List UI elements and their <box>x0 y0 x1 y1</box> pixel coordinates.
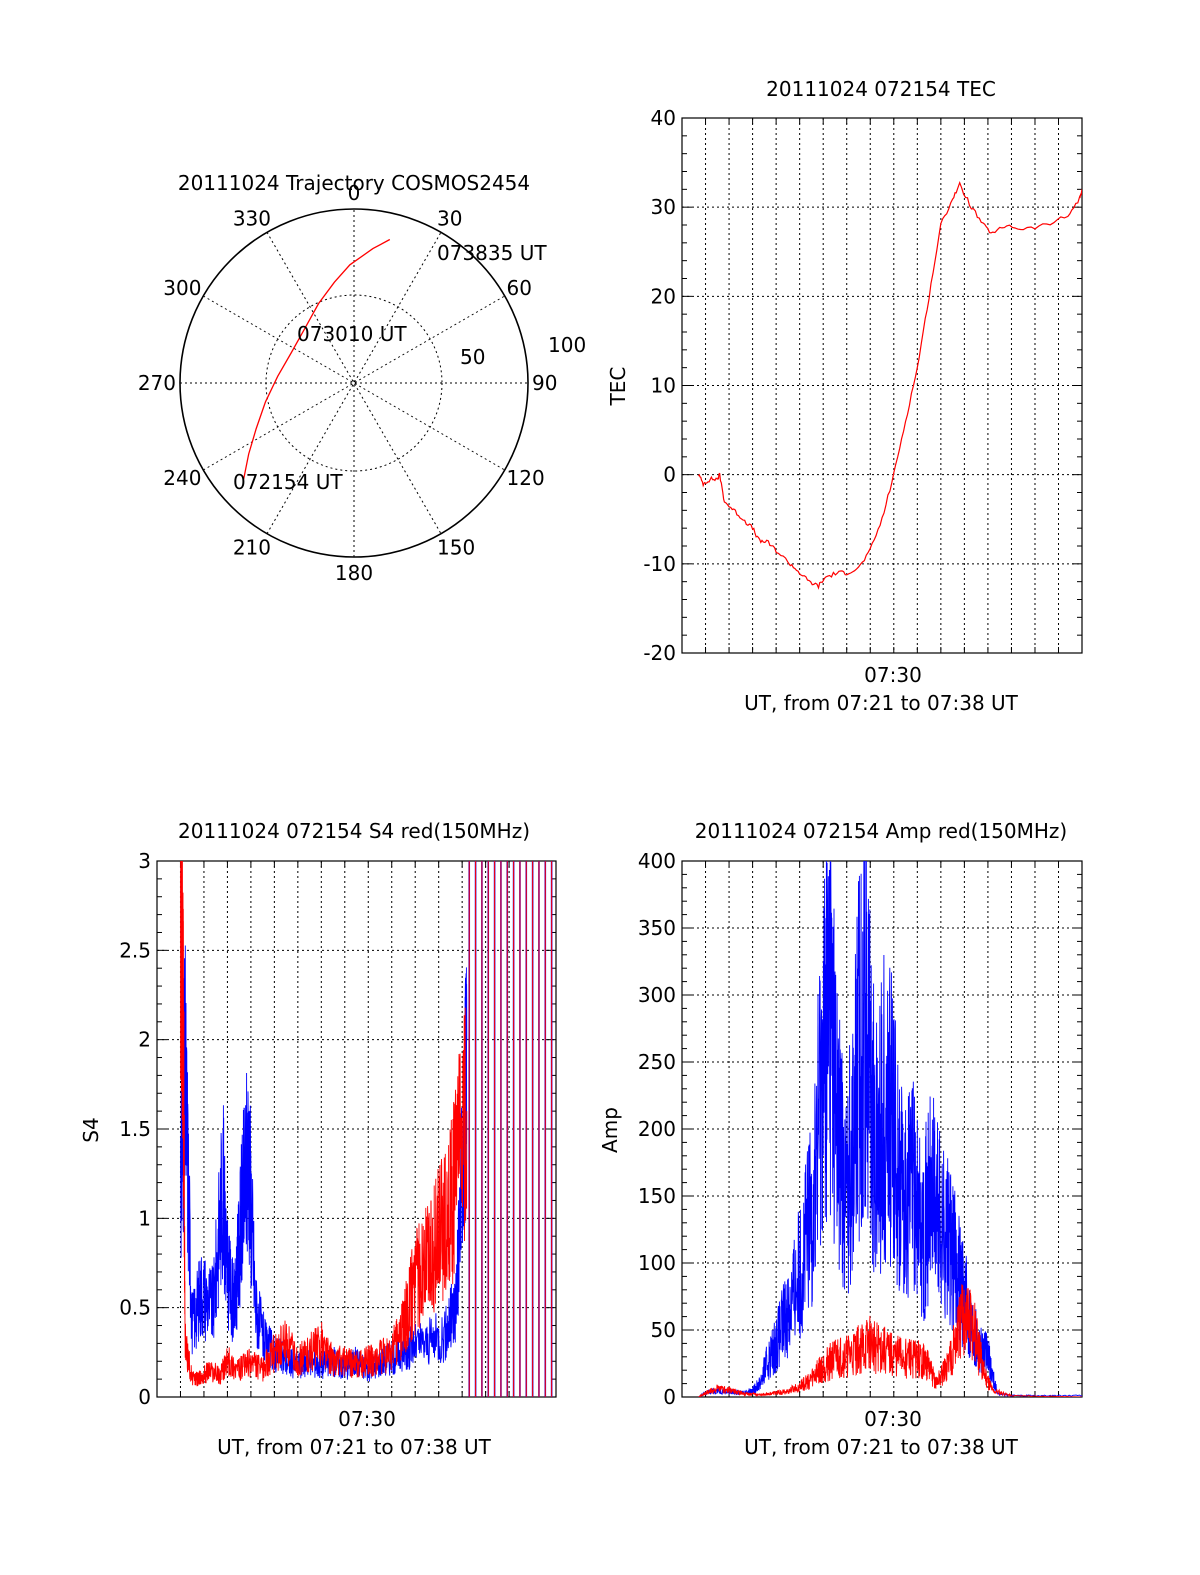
point-label-start: 072154 UT <box>233 470 343 494</box>
polar-spoke-120 <box>203 295 505 471</box>
angle-label-270: 270 <box>138 371 176 395</box>
angle-label-30: 30 <box>437 206 462 230</box>
amp-ytick-label-0: 0 <box>663 1385 676 1409</box>
amp-xlabel: UT, from 07:21 to 07:38 UT <box>744 1435 1019 1459</box>
s4-title: 20111024 072154 S4 red(150MHz) <box>178 819 530 843</box>
polar-spoke-150 <box>266 232 442 534</box>
tec-title: 20111024 072154 TEC <box>766 77 996 101</box>
tec-ytick-label-3: 10 <box>651 374 676 398</box>
tec-ylabel: TEC <box>606 367 630 407</box>
angle-label-210: 210 <box>233 536 271 560</box>
angle-label-300: 300 <box>163 276 201 300</box>
tec-ytick-label-0: -20 <box>643 641 676 665</box>
tec-ytick-label-1: -10 <box>643 552 676 576</box>
tec-ytick-label-6: 40 <box>651 106 676 130</box>
amp-chart: 20111024 072154 Amp red(150MHz) Amp 0 50 1… <box>598 819 1083 1459</box>
s4-ytick-label-3: 1.5 <box>119 1117 151 1141</box>
s4-axes: 0 0.5 1 1.5 2 2.5 3 <box>119 849 557 1409</box>
polar-spoke-30 <box>266 232 442 534</box>
amp-series-clip <box>698 861 1082 1397</box>
amp-ytick-label-4: 200 <box>638 1117 676 1141</box>
amp-ytick-label-1: 50 <box>651 1318 676 1342</box>
s4-ytick-label-0: 0 <box>138 1385 151 1409</box>
amp-ytick-label-6: 300 <box>638 983 676 1007</box>
s4-xlabel: UT, from 07:21 to 07:38 UT <box>217 1435 492 1459</box>
amp-frame <box>681 860 1083 1398</box>
amp-ytick-label-3: 150 <box>638 1184 676 1208</box>
s4-ytick-label-6: 3 <box>138 849 151 873</box>
s4-xtick-label: 07:30 <box>338 1407 396 1431</box>
tec-chart: 20111024 072154 TEC TEC -20-10010203040 … <box>606 77 1083 715</box>
s4-ytick-label-1: 0.5 <box>119 1296 151 1320</box>
amp-series-1 <box>698 1284 1082 1397</box>
angle-label-330: 330 <box>233 206 271 230</box>
angle-label-240: 240 <box>163 466 201 490</box>
amp-series-0 <box>698 861 1082 1397</box>
amp-ytick-label-5: 250 <box>638 1050 676 1074</box>
s4-frame <box>156 860 557 1398</box>
amp-ytick-label-2: 100 <box>638 1251 676 1275</box>
amp-ytick-label-8: 400 <box>638 849 676 873</box>
tec-xtick-label: 07:30 <box>864 663 922 687</box>
tec-ytick-label-5: 30 <box>651 195 676 219</box>
amp-xtick-label: 07:30 <box>864 1407 922 1431</box>
amp-series <box>698 861 1082 1397</box>
s4-series <box>180 861 553 1397</box>
s4-ytick-label-4: 2 <box>138 1028 151 1052</box>
trajectory-series <box>243 238 391 480</box>
tec-ytick-label-2: 0 <box>663 463 676 487</box>
amp-title: 20111024 072154 Amp red(150MHz) <box>695 819 1067 843</box>
s4-ytick-label-2: 1 <box>138 1206 151 1230</box>
radius-label-50: 50 <box>460 345 485 369</box>
s4-ylabel: S4 <box>79 1117 103 1142</box>
angle-label-0: 0 <box>348 181 361 205</box>
tec-xlabel: UT, from 07:21 to 07:38 UT <box>744 691 1019 715</box>
s4-ytick-label-5: 2.5 <box>119 938 151 962</box>
angle-label-90: 90 <box>532 371 557 395</box>
trajectory-title: 20111024 Trajectory COSMOS2454 <box>178 171 530 195</box>
s4-series-0 <box>180 945 468 1382</box>
s4-series-clip <box>180 861 553 1397</box>
tec-frame <box>681 117 1083 654</box>
point-label-mid: 073010 UT <box>297 322 407 346</box>
tec-series-clip <box>698 180 1082 590</box>
trajectory-line-0 <box>243 238 391 480</box>
tec-ytick-label-4: 20 <box>651 284 676 308</box>
radius-label-100: 100 <box>548 333 586 357</box>
tec-series <box>698 180 1082 590</box>
tec-axes: -20 -10 0 10 20 30 40 <box>643 106 1083 665</box>
s4-series-1 <box>180 861 468 1387</box>
s4-chart: 20111024 072154 S4 red(150MHz) S4 0 0.5 1 1… <box>79 819 557 1459</box>
angle-label-60: 60 <box>507 276 532 300</box>
amp-ytick-label-7: 350 <box>638 916 676 940</box>
angle-label-120: 120 <box>507 466 545 490</box>
angle-label-150: 150 <box>437 536 475 560</box>
trajectory-polar-plot: 20111024 Trajectory COSMOS2454 0 30 60 90 12… <box>138 171 586 585</box>
amp-ylabel: Amp <box>598 1107 622 1153</box>
polar-grid <box>179 208 529 558</box>
tec-series-0 <box>698 180 1082 590</box>
angle-label-180: 180 <box>335 561 373 585</box>
polar-angle-labels: 0 30 60 90 120 150 180 210 240 270 300 330 <box>138 181 558 585</box>
polar-spoke-60 <box>203 295 505 471</box>
point-label-end: 073835 UT <box>437 241 547 265</box>
